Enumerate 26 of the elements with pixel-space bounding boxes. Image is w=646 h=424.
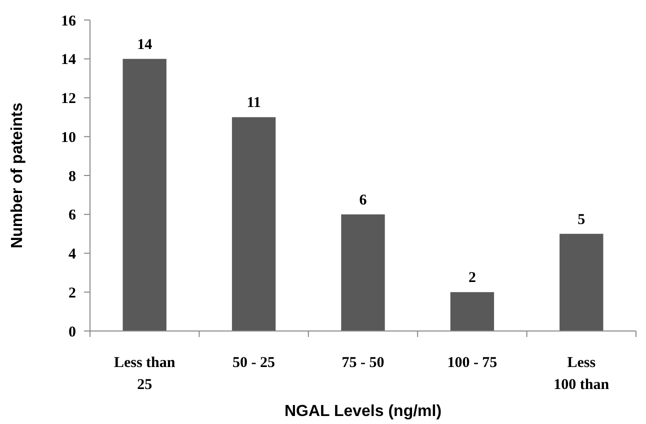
y-tick-label: 4 (68, 246, 76, 262)
y-tick-label: 2 (68, 285, 76, 302)
y-axis-title: Number of pateints (9, 102, 26, 248)
data-label: 11 (246, 95, 261, 112)
bar (560, 234, 604, 331)
y-tick-label: 6 (68, 208, 76, 224)
data-label: 2 (468, 270, 476, 286)
bar (122, 58, 166, 331)
y-tick-label: 14 (61, 52, 76, 68)
x-axis-title: NGAL Levels (ng/ml) (284, 403, 442, 420)
y-tick-label: 16 (61, 13, 76, 30)
bar (450, 292, 494, 331)
data-label: 6 (359, 192, 368, 208)
x-tick-label: Less 100 than (554, 355, 610, 393)
y-tick-label: 12 (61, 91, 76, 107)
y-tick-label: 8 (68, 168, 76, 185)
x-tick-label: 75 - 50 (342, 355, 384, 371)
bar (232, 117, 276, 331)
x-tick-label: 50 - 25 (232, 355, 276, 371)
data-label: 5 (578, 212, 586, 228)
bar (341, 214, 385, 331)
y-tick-label: 0 (68, 324, 76, 340)
data-label: 14 (137, 36, 153, 53)
x-tick-label: 100 - 75 (447, 355, 498, 371)
x-tick-label: Less than 25 (114, 355, 176, 393)
y-tick-label: 10 (61, 130, 76, 146)
